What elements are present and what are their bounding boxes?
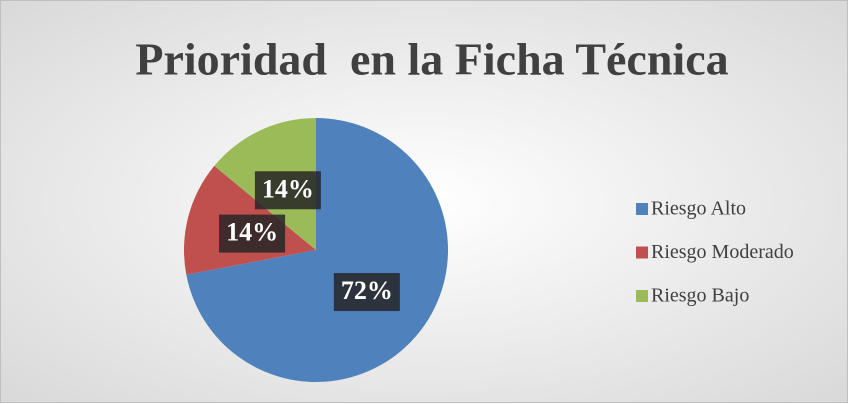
data-label-box — [219, 214, 286, 253]
data-label-box — [333, 273, 400, 312]
legend-label: Riesgo Bajo — [651, 285, 749, 307]
pie-slice — [186, 118, 449, 383]
chart-title: Prioridad en la Ficha Técnica — [135, 34, 728, 85]
data-label-box — [254, 171, 321, 210]
legend-label: Riesgo Alto — [651, 198, 746, 220]
data-label: 14% — [262, 174, 314, 203]
legend-swatch — [636, 203, 648, 215]
data-label: 14% — [226, 218, 278, 247]
legend-swatch — [636, 290, 648, 302]
legend-label: Riesgo Moderado — [651, 241, 794, 263]
legend-swatch — [636, 246, 648, 259]
data-label: 72% — [341, 276, 393, 305]
